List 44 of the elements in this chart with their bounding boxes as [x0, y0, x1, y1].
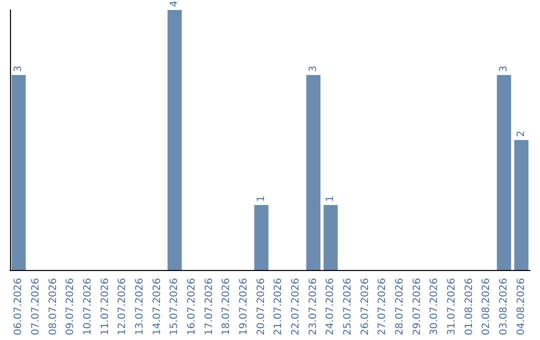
data-label: 3	[498, 66, 510, 72]
x-tick-label: 23.07.2026	[308, 278, 319, 336]
bar	[496, 75, 512, 270]
data-label: 1	[256, 196, 267, 202]
x-tick-label: 30.07.2026	[429, 278, 440, 336]
x-tick-label: 10.07.2026	[82, 278, 94, 336]
x-tick-label: 19.07.2026	[238, 278, 250, 336]
x-tick-label: 09.07.2026	[65, 278, 76, 336]
bar	[168, 10, 182, 270]
x-tick-label: 21.07.2026	[273, 278, 284, 336]
x-tick-label: 12.07.2026	[117, 278, 128, 336]
x-tick-label: 17.07.2026	[204, 278, 215, 336]
x-tick-label: 25.07.2026	[342, 278, 354, 336]
x-tick-label: 26.07.2026	[360, 278, 371, 336]
data-label: 3	[308, 66, 319, 72]
x-tick-label: 02.08.2026	[481, 278, 492, 336]
x-tick-label: 14.07.2026	[152, 278, 163, 336]
bar	[12, 75, 26, 270]
x-tick-label: 24.07.2026	[325, 278, 336, 336]
x-tick-label: 08.07.2026	[48, 278, 59, 336]
bar	[324, 205, 338, 270]
x-tick-label: 15.07.2026	[169, 278, 180, 336]
data-label: 4	[169, 0, 180, 7]
x-tick-label: 06.07.2026	[13, 278, 24, 336]
x-tick-label: 16.07.2026	[186, 278, 198, 336]
x-tick-label: 07.07.2026	[30, 278, 42, 336]
x-tick-label: 01.08.2026	[464, 278, 475, 336]
x-tick-label: 29.07.2026	[412, 278, 423, 336]
data-label: 3	[13, 66, 24, 72]
x-tick-label: 18.07.2026	[221, 278, 232, 336]
x-tick-label: 03.08.2026	[498, 278, 510, 336]
x-tick-label: 20.07.2026	[256, 278, 267, 336]
bar	[254, 205, 268, 270]
x-tick-label: 27.07.2026	[377, 278, 388, 336]
bar	[306, 75, 320, 270]
x-tick-label: 31.07.2026	[446, 278, 458, 336]
x-tick-label: 13.07.2026	[134, 278, 146, 336]
data-label: 2	[516, 130, 527, 137]
x-tick-label: 11.07.2026	[100, 278, 111, 336]
x-tick-label: 22.07.2026	[290, 278, 302, 336]
bar	[514, 140, 528, 270]
x-tick-label: 04.08.2026	[516, 278, 527, 336]
x-tick-label: 28.07.2026	[394, 278, 406, 336]
data-label: 1	[325, 196, 336, 202]
